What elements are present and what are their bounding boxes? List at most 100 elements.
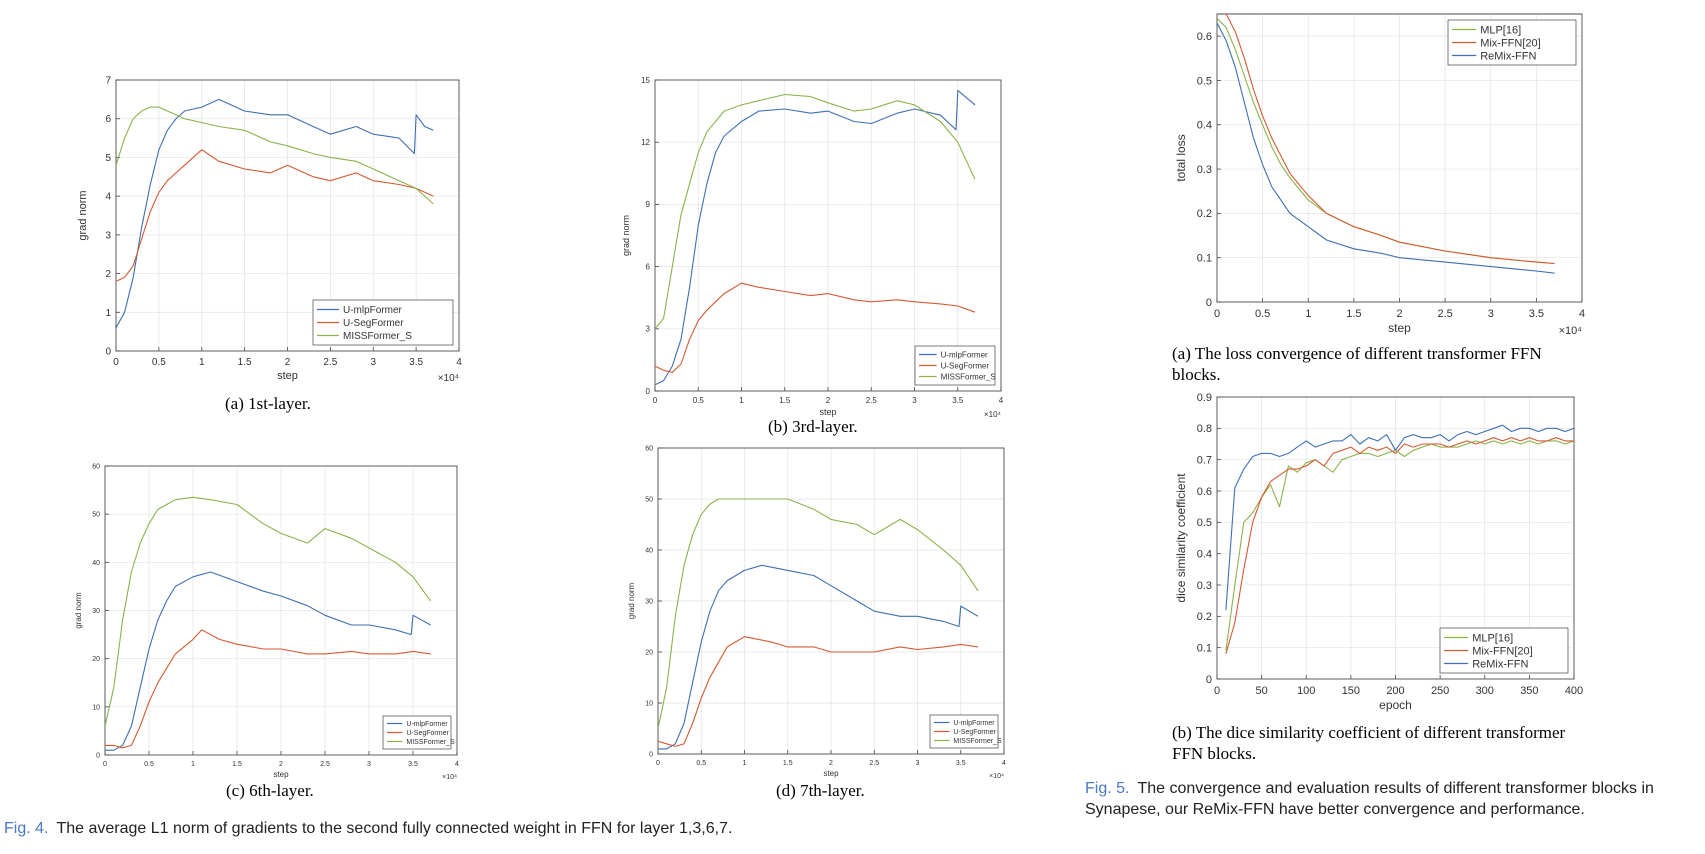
x-tick-label: 2: [826, 396, 831, 405]
chart-layer3: 0 0.5 1 1.5 2 2.5 3 3.5 4 0 3 6 9 12 15 step grad norm ×1…: [621, 76, 1004, 419]
y-tick-label: 6: [646, 262, 651, 271]
plot-border: [1216, 396, 1575, 680]
y-axis-label: total loss: [1174, 134, 1188, 181]
x-tick-label: 1.5: [232, 761, 242, 768]
legend-entry: U-mlpFormer: [953, 720, 995, 727]
y-tick-label: 10: [92, 704, 100, 711]
x-tick-label: 1: [739, 396, 744, 405]
x-tick-label: 1.5: [1346, 308, 1361, 320]
series-line-u-segformer: [658, 636, 979, 747]
y-tick-label: 0.4: [1197, 120, 1212, 132]
fig4-text: The average L1 norm of gradients to the …: [56, 820, 733, 837]
x-tick-label: 0.5: [144, 761, 154, 768]
x-tick-label: 0: [656, 760, 660, 767]
y-tick-label: 2: [105, 269, 111, 280]
caption-layer3: (b) 3rd-layer.: [768, 417, 858, 436]
y-tick-label: 0: [1206, 674, 1212, 686]
y-tick-label: 3: [646, 325, 651, 334]
x-tick-label: 1.5: [238, 357, 252, 368]
x-tick-label: 100: [1297, 685, 1315, 697]
x-tick-label: 1: [199, 357, 205, 368]
x-tick-label: 2: [829, 760, 833, 767]
x-tick-label: 2.5: [320, 761, 330, 768]
x-tick-label: 0.5: [152, 357, 166, 368]
x-tick-label: 3.5: [956, 760, 966, 767]
y-axis-label: grad norm: [74, 592, 83, 629]
plot-border: [654, 79, 1002, 392]
x-tick-label: 1: [743, 760, 747, 767]
fig5-text: The convergence and evaluation results o…: [1085, 780, 1654, 818]
x-axis-label: step: [823, 769, 839, 778]
x-tick-label: 300: [1476, 685, 1494, 697]
x-tick-label: 0: [103, 761, 107, 768]
y-tick-label: 20: [92, 656, 100, 663]
series-line-remix-ffn: [1217, 22, 1555, 274]
x-tick-label: 2.5: [1437, 308, 1452, 320]
legend-entry: MISSFormer_S: [941, 372, 996, 381]
legend-entry: ReMix-FFN: [1480, 50, 1536, 62]
y-tick-label: 0: [105, 347, 111, 358]
legend-entry: U-SegFormer: [343, 318, 404, 329]
x-tick-label: 2.5: [323, 357, 337, 368]
plot-border: [1216, 13, 1583, 303]
x-tick-label: 150: [1342, 685, 1360, 697]
series-line-u-mlpformer: [655, 89, 976, 386]
y-tick-label: 12: [641, 138, 650, 147]
x-tick-label: 1.5: [783, 760, 793, 767]
fig5-label: Fig. 5.: [1085, 780, 1130, 797]
x-tick-label: 2: [1396, 308, 1402, 320]
y-tick-label: 15: [641, 76, 650, 85]
y-tick-label: 1: [105, 308, 111, 319]
x-tick-label: 0.5: [693, 396, 705, 405]
y-tick-label: 40: [645, 547, 653, 554]
y-tick-label: 6: [105, 114, 111, 125]
legend-entry: MLP[16]: [1480, 24, 1521, 36]
series-line-u-mlpformer: [105, 571, 431, 751]
series-line-u-segformer: [116, 149, 434, 282]
x-tick-label: 250: [1431, 685, 1449, 697]
series-line-missformer-s: [658, 498, 979, 729]
legend-entry: Mix-FFN[20]: [1480, 37, 1541, 49]
y-tick-label: 0.8: [1197, 423, 1212, 435]
y-tick-label: 0.7: [1197, 455, 1212, 467]
y-tick-label: 30: [92, 608, 100, 615]
x-tick-label: 3: [1488, 308, 1494, 320]
x-tick-label: 4: [456, 357, 462, 368]
caption-layer7: (d) 7th-layer.: [776, 781, 865, 800]
plot-border: [657, 447, 1005, 755]
chart-loss: 0 0.5 1 1.5 2 2.5 3 3.5 4 0 0.1 0.2 0.3 0.4 0.5 0.6 step…: [1174, 13, 1585, 337]
x-axis-multiplier: ×10⁴: [989, 773, 1004, 780]
x-tick-label: 0.5: [696, 760, 706, 767]
y-tick-label: 20: [645, 649, 653, 656]
y-tick-label: 0: [646, 387, 651, 396]
x-tick-label: 3: [367, 761, 371, 768]
y-tick-label: 0.5: [1197, 517, 1212, 529]
y-tick-label: 3: [105, 230, 111, 241]
legend-entry: U-mlpFormer: [941, 350, 988, 359]
x-tick-label: 4: [1579, 308, 1585, 320]
series-line-mix-ffn-20-: [1225, 437, 1574, 655]
chart-layer1: 0 0.5 1 1.5 2 2.5 3 3.5 4 0 1 2 3 4 5 6 7 step grad norm ×1…: [77, 76, 462, 385]
y-tick-label: 9: [646, 200, 651, 209]
series-line-missformer-s: [105, 496, 432, 727]
y-tick-label: 0.1: [1197, 643, 1212, 655]
y-tick-label: 10: [645, 700, 653, 707]
legend-entry: U-SegFormer: [953, 729, 996, 736]
y-tick-label: 0.2: [1197, 208, 1212, 220]
series-line-u-segformer: [105, 629, 431, 749]
y-axis-label: dice similarity coefficient: [1174, 473, 1188, 603]
x-tick-label: 2.5: [866, 396, 878, 405]
y-tick-label: 7: [105, 76, 111, 87]
y-tick-label: 0.4: [1197, 549, 1212, 561]
series-line-missformer-s: [116, 106, 434, 205]
x-tick-label: 200: [1386, 685, 1404, 697]
x-tick-label: 50: [1256, 685, 1268, 697]
legend-entry: U-mlpFormer: [343, 305, 403, 316]
y-tick-label: 60: [645, 445, 653, 452]
y-tick-label: 0.6: [1197, 486, 1212, 498]
x-tick-label: 2: [285, 357, 291, 368]
x-axis-label: step: [273, 770, 289, 779]
x-tick-label: 3.5: [1529, 308, 1544, 320]
x-tick-label: 3: [370, 357, 376, 368]
